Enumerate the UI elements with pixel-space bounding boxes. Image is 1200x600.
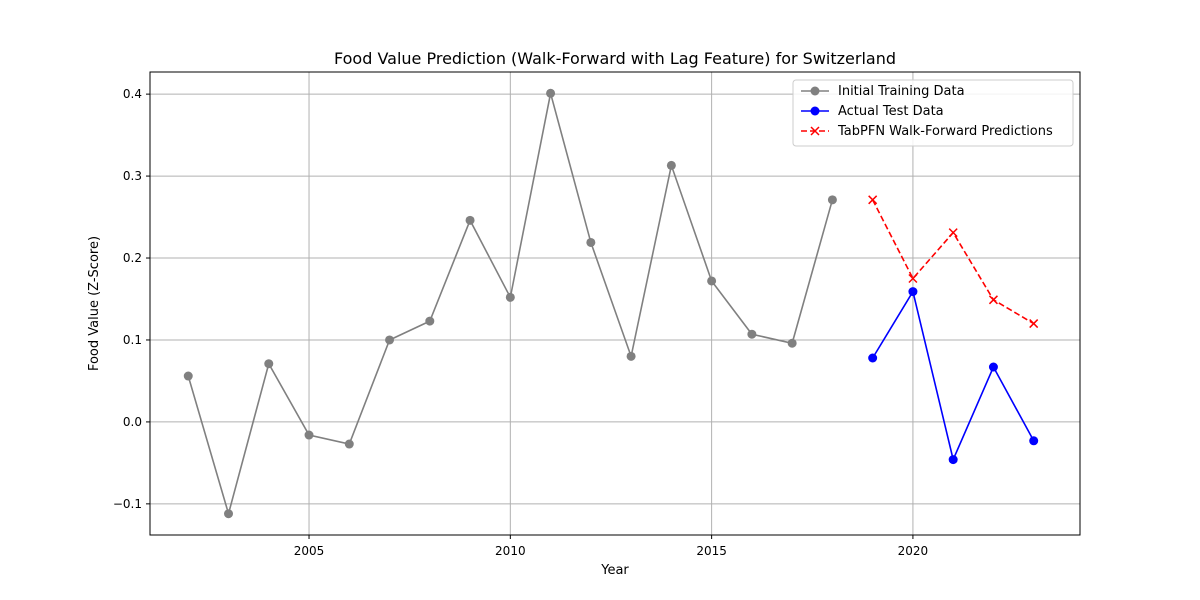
data-point [1029, 436, 1039, 446]
legend: Initial Training Data Actual Test Data Tab… [792, 79, 1074, 147]
y-tick-label: 0.3 [123, 169, 142, 183]
legend-label: Initial Training Data [838, 84, 965, 99]
data-point [948, 228, 958, 238]
legend-marker [810, 106, 820, 116]
y-tick-label: 0.4 [123, 87, 142, 101]
data-point-stroke [1029, 319, 1039, 329]
data-point [1029, 319, 1039, 329]
plot-frame [149, 71, 1081, 536]
data-point [827, 195, 837, 205]
legend-label: Actual Test Data [838, 104, 944, 119]
data-point [707, 276, 717, 286]
data-point-stroke [908, 273, 918, 284]
legend-entry: TabPFN Walk-Forward Predictions [801, 124, 1053, 139]
data-point [183, 371, 193, 381]
data-point [224, 509, 234, 519]
data-point [787, 338, 797, 348]
series-2 [868, 195, 1039, 329]
data-point [264, 359, 274, 369]
y-tick-label: −0.1 [113, 497, 142, 511]
y-tick-label: 0.1 [123, 333, 142, 347]
data-point [505, 292, 515, 302]
series-0 [183, 88, 837, 519]
y-tick-label: 0.0 [123, 415, 142, 429]
x-tick-label: 2020 [898, 544, 929, 558]
data-point [304, 430, 314, 440]
data-point [988, 295, 998, 305]
data-point [908, 273, 918, 284]
x-tick-label: 2005 [294, 544, 325, 558]
x-axis-label: Year [600, 563, 629, 578]
legend-label: TabPFN Walk-Forward Predictions [837, 124, 1053, 139]
legend-entry: Initial Training Data [801, 84, 965, 99]
x-axis: 2005 2010 2015 2020 [294, 535, 928, 558]
data-point [988, 362, 998, 372]
data-point [868, 353, 878, 363]
x-tick-label: 2010 [495, 544, 526, 558]
data-point [425, 316, 435, 326]
data-point [626, 351, 636, 361]
data-point-stroke [868, 195, 878, 205]
chart-title: Food Value Prediction (Walk-Forward with… [334, 49, 896, 68]
legend-entry: Actual Test Data [801, 104, 944, 119]
legend-marker [810, 86, 820, 96]
data-point-stroke [988, 295, 998, 305]
data-point [385, 335, 395, 345]
data-point [666, 160, 676, 170]
data-point [908, 287, 918, 297]
y-tick-label: 0.2 [123, 251, 142, 265]
legend-box [792, 79, 1074, 147]
data-point [546, 88, 556, 98]
y-axis-label: Food Value (Z-Score) [87, 236, 102, 371]
data-point [586, 237, 596, 247]
series-layer [183, 88, 1039, 519]
data-point [868, 195, 878, 205]
data-point-stroke [948, 228, 958, 238]
legend-marker [810, 126, 820, 136]
series-1 [868, 287, 1039, 465]
data-point [747, 329, 757, 339]
data-point [465, 215, 475, 225]
x-tick-label: 2015 [696, 544, 727, 558]
data-point [344, 439, 354, 449]
y-axis: −0.1 0.0 0.1 0.2 0.3 0.4 [113, 87, 150, 511]
data-point [948, 455, 958, 465]
